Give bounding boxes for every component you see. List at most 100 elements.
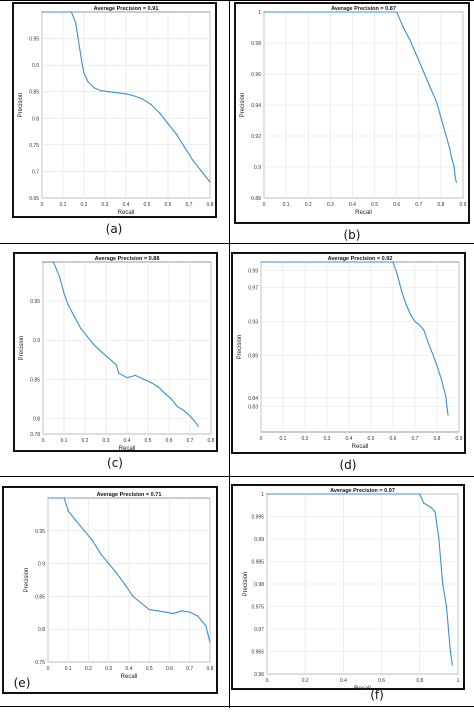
y-tick-label: 0.96 [254,672,264,678]
y-tick-label: 0.92 [251,134,261,140]
y-tick-label: 0.975 [251,605,264,611]
x-tick-label: 0.5 [146,666,153,672]
y-tick-label: 0.98 [251,41,261,47]
x-tick-label: 0.3 [103,438,110,444]
pr-curve-point [77,35,79,37]
y-tick-label: 0.7 [32,169,39,175]
pr-curve-point [445,395,447,397]
x-tick-label: 0.4 [126,666,133,672]
pr-curve-point [87,81,89,83]
x-tick-label: 0 [42,438,45,444]
y-tick-label: 0.98 [254,582,264,588]
y-axis-label: Precision [19,336,25,361]
pr-curve-point [449,650,451,653]
pr-curve-point [67,510,69,512]
x-axis-label: Recall [121,674,138,680]
x-tick-label: 0.8 [416,678,423,684]
pr-curve-point [151,382,153,384]
y-axis-label: Precision [240,93,246,118]
pr-curve-point [429,85,431,87]
pr-curve-point [410,314,412,316]
pr-curve-point [159,112,161,114]
x-tick-label: 0.8 [207,202,214,208]
pr-curve-point [80,327,82,330]
pr-curve-point [435,101,438,103]
pr-curve-point [189,415,191,417]
chart-title: Average Precision = 0.71 [97,492,162,498]
pr-curve-chart: 0 0.1 0.2 0.3 0.4 0.5 0.6 0.7 0.8 0.65 0.7 0.75 0.8 0… [18,6,214,216]
pr-curve-point [157,386,160,388]
subfigure-label: (f) [370,688,384,702]
y-tick-label: 0.995 [251,515,264,521]
pr-curve-point [70,11,72,13]
x-axis-label: Recall [352,444,369,450]
pr-curve-point [438,538,440,540]
y-tick-label: 0.88 [251,196,261,202]
y-tick-label: 0.8 [38,627,45,633]
pr-curve-point [140,602,142,604]
subfigure-label: (c) [107,456,123,470]
table-border-bottom [0,706,474,707]
x-tick-label: 0.4 [123,202,130,208]
pr-curve-point [170,398,172,400]
pr-curve-point [455,181,457,184]
pr-curve-point [81,61,83,64]
x-tick-label: 0.7 [412,436,419,442]
x-tick-label: 0.1 [60,202,67,208]
table-border-top [0,0,474,1]
figure-panel-a: 0 0.1 0.2 0.3 0.4 0.5 0.6 0.7 0.8 0.65 0.7 0.75 0.8 0… [12,2,217,242]
pr-curve-point [181,610,183,612]
subfigure-label: (e) [13,676,31,690]
table-divider-row-1 [0,243,474,244]
x-tick-label: 0.6 [166,438,173,444]
x-tick-label: 0 [41,202,44,208]
pr-curve-point [440,378,442,380]
pr-curve-point [447,628,450,630]
x-axis-label: Recall [119,446,136,452]
pr-curve-point [445,605,448,608]
pr-curve-point [124,583,126,586]
x-tick-label: 0.3 [105,666,112,672]
pr-curve-point [83,72,85,74]
pr-curve-point [93,87,96,89]
pr-curve-point [148,608,150,611]
figure-panel-e: 0 0.1 0.2 0.3 0.4 0.5 0.6 0.7 0.8 0.75 0.8 0.85 0.9 0… [2,486,218,706]
pr-curve-point [111,360,113,362]
y-tick-label: 0.95 [30,299,40,305]
y-tick-label: 0.95 [35,529,45,535]
pr-curve-point [193,420,195,422]
x-tick-label: 0.3 [324,436,331,442]
pr-curve-point [396,11,398,13]
y-tick-label: 0.97 [254,627,264,633]
y-tick-label: 0.85 [29,90,39,96]
y-tick-label: 0.89 [248,354,258,360]
pr-curve-point [183,409,185,412]
pr-curve-point [115,364,118,366]
pr-curve-point [434,511,436,513]
pr-curve-point [209,641,211,643]
pr-curve-chart: 0 0.1 0.2 0.3 0.4 0.5 0.6 0.7 0.8 0.9 0.88 0.9 0.92 0… [240,6,467,216]
pr-curve-point [134,374,136,376]
pr-curve-point [59,277,61,279]
pr-curve-point [405,303,407,306]
y-tick-label: 0.9 [32,63,39,69]
x-axis-label: Recall [354,686,371,690]
y-tick-label: 0.65 [29,196,39,202]
subfigure-label: (a) [105,222,123,236]
pr-curve-chart: 0 0.1 0.2 0.3 0.4 0.5 0.6 0.7 0.8 0.78 0.8 0.85 0.9 0… [19,256,215,452]
pr-curve-point [436,365,438,367]
x-tick-label: 0.6 [166,666,173,672]
y-tick-label: 1 [261,492,264,498]
pr-curve-point [396,274,398,276]
x-tick-label: 0.1 [65,666,72,672]
x-tick-label: 0.1 [280,436,287,442]
pr-curve-point [392,261,394,263]
pr-curve-line [43,261,199,427]
pr-curve-point [423,502,425,504]
pr-curve-point [176,406,178,408]
x-tick-label: 0.3 [102,202,109,208]
x-tick-label: 0.3 [327,202,334,208]
pr-curve-point [108,563,110,565]
pr-curve-point [75,22,77,24]
pr-curve-point [164,392,166,394]
